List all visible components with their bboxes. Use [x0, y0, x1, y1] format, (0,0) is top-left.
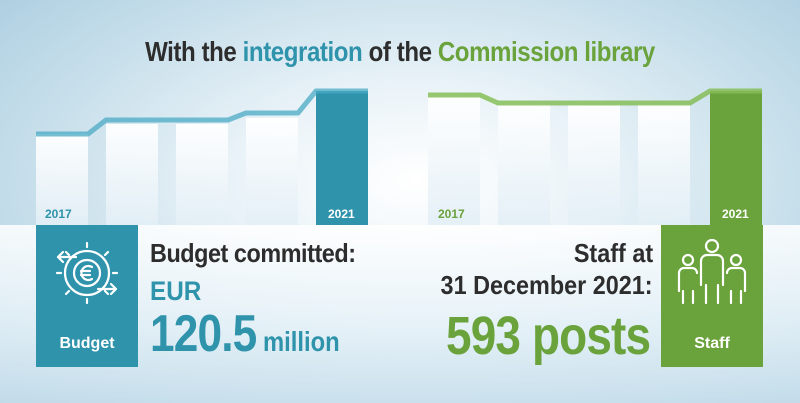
title-part2: of the — [362, 36, 438, 67]
staff-bar-highlight — [710, 91, 762, 225]
staff-badge-label: Staff — [694, 335, 730, 352]
staff-trend-line — [428, 88, 762, 106]
staff-chart-start-label: 2017 — [438, 207, 465, 221]
staff-bar — [428, 96, 480, 225]
budget-bar — [106, 124, 158, 225]
budget-currency: EUR — [150, 276, 202, 306]
title-part1: With the — [145, 36, 243, 67]
budget-amount: 120.5 — [150, 305, 257, 363]
budget-heading: Budget committed: — [150, 238, 356, 268]
budget-bar — [246, 118, 298, 225]
staff-chart — [428, 88, 762, 225]
staff-count-line: 593 posts — [445, 305, 651, 367]
budget-unit: million — [256, 326, 340, 357]
people-group-icon — [677, 238, 747, 305]
title-highlight-integration: integration — [242, 36, 363, 67]
budget-bar — [176, 124, 228, 225]
budget-chart-start-label: 2017 — [45, 207, 72, 221]
staff-unit: posts — [519, 306, 651, 366]
staff-heading-line1: Staff at — [573, 238, 653, 268]
budget-bar-highlight — [316, 91, 368, 225]
staff-badge: Staff — [661, 225, 763, 367]
staff-bar — [568, 104, 620, 225]
staff-heading-line2: 31 December 2021: — [440, 270, 653, 300]
euro-gear-icon — [55, 241, 119, 305]
budget-badge-label: Budget — [59, 335, 115, 352]
page-title: With the integration of the Commission l… — [56, 36, 744, 68]
staff-bar — [638, 104, 690, 225]
budget-chart-end-label: 2021 — [328, 207, 355, 221]
budget-bar — [36, 134, 88, 225]
budget-badge: Budget — [36, 225, 138, 367]
budget-chart — [36, 88, 368, 225]
staff-count: 593 — [445, 306, 521, 366]
budget-trend-line — [36, 88, 368, 137]
title-highlight-commission-library: Commission library — [437, 36, 656, 67]
staff-bar — [498, 104, 550, 225]
staff-chart-end-label: 2021 — [722, 207, 749, 221]
budget-amount-line: 120.5 million — [150, 304, 340, 364]
